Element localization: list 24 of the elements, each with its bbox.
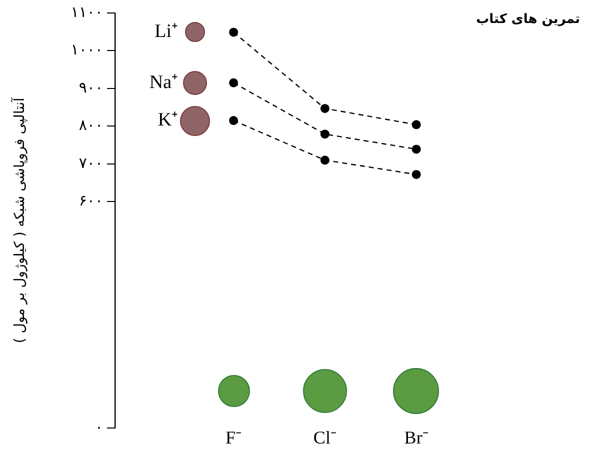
x-tick-label: F⁻ [226, 428, 242, 448]
y-tick-label: ۶۰۰ [78, 192, 103, 210]
x-tick-label: Cl⁻ [313, 428, 336, 448]
text: تمرین های کتاب [476, 12, 580, 27]
point [412, 120, 421, 130]
point [229, 116, 238, 126]
x-tick-label: Br⁻ [404, 428, 428, 448]
y-tick-label: ۱۰۰۰ [70, 40, 103, 59]
point [320, 104, 330, 113]
point [320, 130, 330, 139]
y-tick-label: ۹۰۰ [78, 78, 103, 96]
point [412, 170, 421, 179]
y-tick-label: ۸۰۰ [78, 116, 103, 134]
y-tick-label: ۱۱۰۰ [70, 2, 103, 21]
y-tick-label: ۷۰۰ [78, 154, 103, 172]
text: Na⁺ [149, 72, 178, 93]
text: Li⁺ [154, 21, 178, 42]
point [320, 156, 330, 165]
point [229, 78, 238, 88]
point [412, 144, 421, 154]
y-axis-title: آنتالپی فروپاشی شبکه ( کیلوژول بر مول ) [10, 96, 28, 344]
text: K⁺ [158, 110, 178, 131]
y-tick-label: ۰ [94, 418, 103, 436]
point [229, 28, 238, 37]
